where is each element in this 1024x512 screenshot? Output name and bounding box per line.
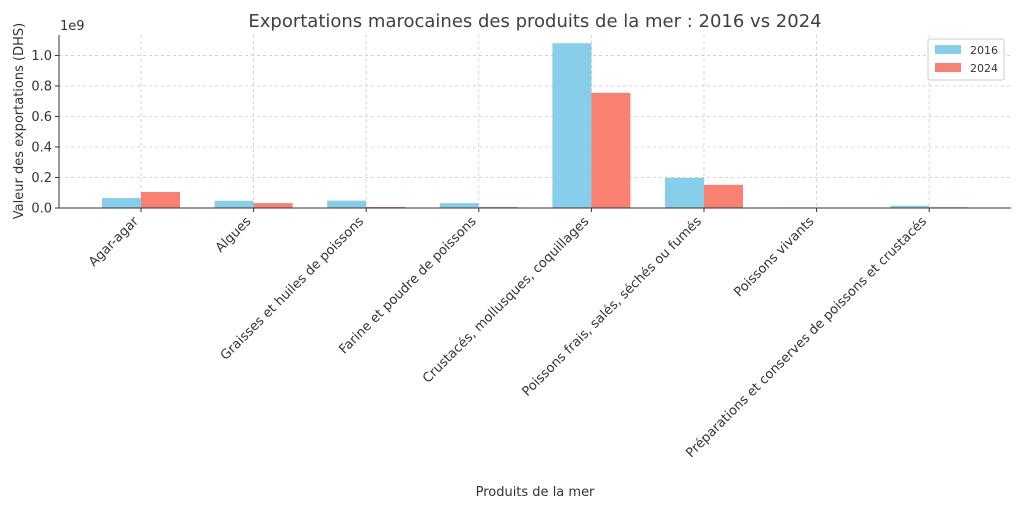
bar-2024-5 [704, 184, 743, 208]
legend: 2016 2024 [927, 38, 1005, 81]
x-tick-label: Poissons frais, salés, séchés ou fumés [519, 214, 705, 400]
y-axis-label: Valeur des exportations (DHS) [12, 23, 27, 219]
bar-2024-2 [366, 206, 406, 208]
chart-title: Exportations marocaines des produits de … [248, 11, 821, 32]
x-tick-label: Algues [213, 214, 255, 256]
bar-2016-2 [327, 200, 367, 208]
y-tick-label: 0.0 [31, 202, 52, 217]
y-multiplier-label: 1e9 [60, 19, 85, 34]
bars [102, 43, 969, 208]
y-tick-label: 1.0 [31, 49, 52, 64]
bar-2016-1 [214, 200, 254, 208]
legend-label-2024: 2024 [970, 62, 998, 75]
x-tick-label: Préparations et conserves de poissons et… [683, 214, 930, 461]
y-tick-label: 0.6 [31, 110, 52, 125]
bar-2016-3 [439, 203, 479, 208]
x-axis-label: Produits de la mer [476, 485, 595, 500]
bar-2016-5 [665, 177, 704, 208]
bar-2016-7 [890, 205, 930, 208]
bar-2016-0 [102, 198, 141, 208]
legend-label-2016: 2016 [970, 44, 998, 57]
y-tick-label: 0.2 [31, 171, 52, 186]
bar-2016-4 [552, 43, 592, 208]
y-ticks: 0.0 0.2 0.4 0.6 0.8 1.0 [31, 49, 59, 217]
bar-2024-0 [141, 191, 180, 208]
legend-swatch-2016 [935, 45, 961, 54]
x-tick-label: Poissons vivants [731, 214, 817, 300]
bar-2024-4 [591, 92, 631, 208]
x-tick-label: Agar-agar [86, 214, 142, 270]
x-tick-label: Farine et poudre de poissons [337, 214, 480, 357]
axes [58, 35, 1011, 209]
legend-swatch-2024 [935, 63, 961, 72]
bar-2024-1 [253, 203, 293, 208]
y-tick-label: 0.4 [31, 140, 52, 155]
y-tick-label: 0.8 [31, 79, 52, 94]
gridlines [59, 35, 1011, 209]
